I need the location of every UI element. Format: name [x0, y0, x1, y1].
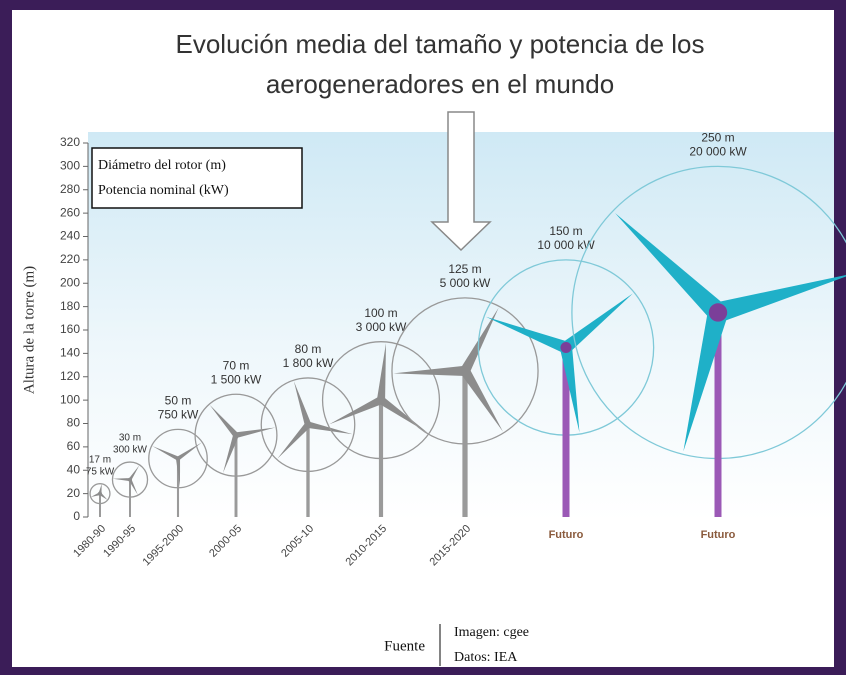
hub — [176, 457, 180, 461]
y-tick-label: 260 — [60, 205, 80, 219]
source-data: Datos: IEA — [454, 650, 518, 665]
y-tick-label: 80 — [67, 416, 81, 430]
diameter-label: 17 m — [89, 454, 111, 465]
y-tick-label: 40 — [67, 462, 81, 476]
diameter-label: 70 m — [223, 358, 250, 372]
power-label: 20 000 kW — [689, 145, 747, 159]
y-axis-label: Altura de la torre (m) — [21, 266, 37, 394]
y-tick-label: 180 — [60, 299, 80, 313]
hub — [233, 433, 238, 438]
legend-box — [92, 148, 302, 208]
hub — [560, 342, 571, 353]
diameter-label: 250 m — [701, 131, 734, 145]
hub — [305, 422, 311, 428]
y-tick-label: 240 — [60, 229, 80, 243]
power-label: 75 kW — [86, 466, 115, 477]
power-label: 300 kW — [113, 445, 147, 456]
y-tick-label: 120 — [60, 369, 80, 383]
hub — [128, 478, 132, 482]
x-tick-label: Futuro — [701, 529, 736, 541]
legend-entry: Potencia nominal (kW) — [98, 183, 229, 198]
diameter-label: 125 m — [448, 262, 481, 276]
diameter-label: 50 m — [165, 394, 192, 408]
legend-entry: Diámetro del rotor (m) — [98, 158, 226, 173]
diameter-label: 100 m — [364, 306, 397, 320]
chart: Evolución media del tamaño y potencia de… — [0, 0, 846, 675]
y-tick-label: 100 — [60, 392, 80, 406]
y-tick-label: 0 — [73, 509, 80, 523]
y-tick-label: 300 — [60, 159, 80, 173]
diameter-label: 80 m — [295, 342, 322, 356]
hub — [709, 303, 727, 321]
source-label: Fuente — [384, 638, 425, 654]
diameter-label: 150 m — [549, 224, 582, 238]
power-label: 1 500 kW — [211, 372, 262, 386]
y-tick-label: 140 — [60, 346, 80, 360]
y-tick-label: 320 — [60, 135, 80, 149]
x-tick-label: Futuro — [549, 529, 584, 541]
y-tick-label: 200 — [60, 275, 80, 289]
y-tick-label: 60 — [67, 439, 81, 453]
y-tick-label: 20 — [67, 486, 81, 500]
y-tick-label: 220 — [60, 252, 80, 266]
power-label: 1 800 kW — [283, 356, 334, 370]
y-tick-label: 280 — [60, 182, 80, 196]
hub — [98, 492, 102, 496]
chart-subtitle: aerogeneradores en el mundo — [266, 69, 614, 99]
chart-title: Evolución media del tamaño y potencia de… — [176, 29, 705, 59]
power-label: 5 000 kW — [440, 276, 491, 290]
power-label: 3 000 kW — [356, 320, 407, 334]
power-label: 750 kW — [158, 408, 199, 422]
source-image: Imagen: cgee — [454, 625, 529, 640]
y-tick-label: 160 — [60, 322, 80, 336]
diameter-label: 30 m — [119, 433, 141, 444]
hub — [460, 366, 469, 375]
page: {"chart_data": { "type": "turbine", "tit… — [0, 0, 846, 675]
hub — [377, 396, 384, 403]
